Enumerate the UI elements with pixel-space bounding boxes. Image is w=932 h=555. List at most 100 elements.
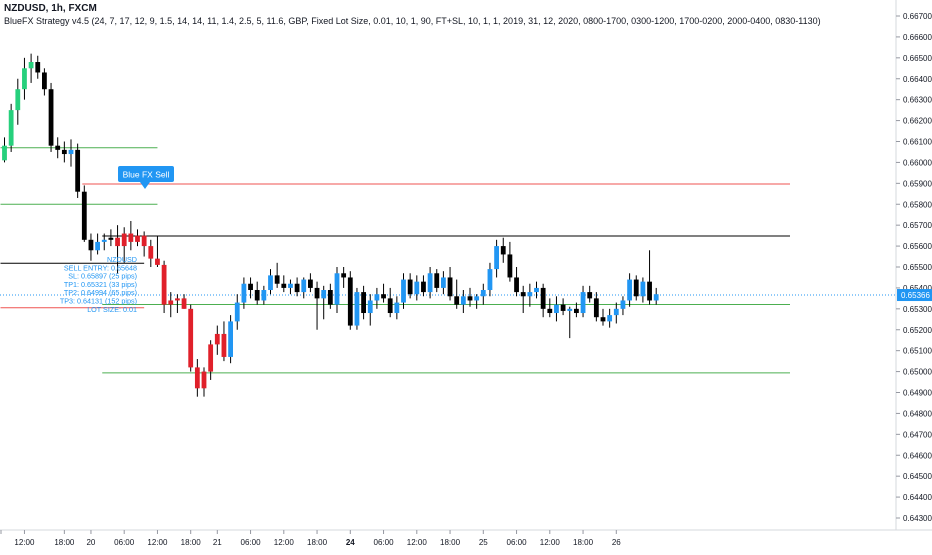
candle	[48, 82, 54, 152]
candle	[321, 285, 327, 320]
candle	[347, 271, 353, 330]
signal-badge-box[interactable]	[118, 166, 174, 182]
candle-body	[234, 302, 240, 322]
candle-body	[194, 367, 200, 389]
signal-info-line: TP3: 0.64131 (152 pips)	[60, 297, 137, 306]
candle	[81, 185, 87, 242]
candle	[294, 277, 300, 297]
price-tick-label: 0.66100	[903, 138, 932, 147]
price-tick-label: 0.65500	[903, 263, 932, 272]
candle-body	[314, 287, 320, 299]
candle-body	[188, 308, 194, 368]
candle	[61, 141, 67, 163]
current-price-tag[interactable]	[897, 289, 932, 302]
price-tick-label: 0.64300	[903, 514, 932, 523]
signal-badge[interactable]: Blue FX Sell	[118, 166, 174, 189]
candle-body	[241, 283, 247, 303]
price-tick-label: 0.65100	[903, 347, 932, 356]
price-tick-label: 0.66600	[903, 33, 932, 42]
candle	[148, 239, 154, 267]
price-tick-label: 0.65800	[903, 200, 932, 209]
candle	[367, 294, 373, 326]
candle	[527, 283, 533, 307]
signal-badge-label: Blue FX Sell	[123, 170, 170, 180]
candle	[640, 277, 646, 303]
candle-body	[587, 292, 593, 299]
candle-body	[540, 287, 546, 309]
candle	[554, 296, 559, 322]
signal-badge-pointer	[140, 182, 150, 189]
candle-body	[653, 294, 659, 301]
candle-body	[274, 275, 280, 284]
candle-body	[121, 233, 127, 247]
candle	[234, 294, 240, 330]
candle	[161, 260, 167, 314]
candle	[194, 359, 200, 397]
price-tick-label: 0.66300	[903, 96, 932, 105]
price-tick-label: 0.66700	[903, 12, 932, 21]
price-axis[interactable]: 0.66700 0.66600 0.66500 0.66400 0.66300 0.662…	[896, 12, 932, 523]
time-tick-label: 18:00	[54, 538, 75, 547]
price-tick-label: 0.65300	[903, 305, 932, 314]
candle	[75, 143, 81, 198]
signal-info-line: TP2: 0.64994 (65 pips)	[64, 288, 137, 297]
price-tick-label: 0.64900	[903, 389, 932, 398]
candle-body	[514, 277, 519, 293]
candle-body	[500, 246, 506, 255]
candle-body	[135, 235, 140, 242]
candle-body	[647, 281, 652, 301]
price-tick-label: 0.65400	[903, 284, 932, 293]
candle	[633, 275, 639, 301]
candle	[620, 296, 626, 316]
strategy-legend[interactable]: BlueFX Strategy v4.5 (24, 7, 17, 12, 9, …	[4, 16, 821, 26]
candle	[55, 137, 61, 159]
symbol-title[interactable]: NZDUSD, 1h, FXCM	[4, 3, 97, 14]
candle-body	[381, 294, 386, 299]
price-tick-label: 0.65200	[903, 326, 932, 335]
price-tick-label: 0.65900	[903, 179, 932, 188]
candle-body	[527, 292, 533, 297]
time-tick-label: 06:00	[114, 538, 135, 547]
candle	[574, 302, 579, 318]
candle-body	[467, 296, 473, 301]
candle	[447, 267, 453, 301]
candle-body	[401, 279, 406, 303]
candle	[441, 271, 446, 295]
candle	[460, 290, 466, 314]
price-tick-label: 0.66200	[903, 117, 932, 126]
candle-body	[421, 281, 426, 293]
candle	[613, 302, 619, 324]
candle-body	[161, 264, 167, 305]
candle-body	[520, 292, 526, 297]
candle-body	[281, 283, 287, 288]
candle	[268, 269, 273, 295]
candle-body	[394, 302, 400, 314]
candle	[155, 235, 160, 267]
time-tick-label: 24	[346, 538, 355, 547]
price-tick-label: 0.64400	[903, 493, 932, 502]
time-tick-label: 06:00	[241, 538, 262, 547]
candle	[534, 281, 539, 299]
candle	[168, 292, 174, 318]
candle-body	[88, 239, 94, 251]
candle	[228, 315, 233, 364]
candle-body	[61, 149, 67, 155]
candle	[567, 306, 573, 339]
candle-body	[347, 277, 353, 326]
candle	[341, 267, 347, 288]
candle-body	[294, 283, 300, 293]
candle-body	[141, 235, 147, 247]
signal-info-line: TP1: 0.65321 (33 pips)	[64, 280, 137, 289]
time-axis[interactable]: 12:00 18:00 20 06:00 12:00 18:00 21 06:00 12:00 1…	[0, 530, 621, 547]
signal-info-line: SL: 0.65897 (25 pips)	[68, 272, 137, 281]
candle-body	[155, 258, 160, 265]
candle	[108, 229, 114, 247]
time-tick-label: 21	[213, 538, 222, 547]
candle	[627, 273, 632, 307]
candle	[301, 277, 307, 299]
candle	[214, 325, 220, 355]
candle-body	[640, 281, 646, 297]
